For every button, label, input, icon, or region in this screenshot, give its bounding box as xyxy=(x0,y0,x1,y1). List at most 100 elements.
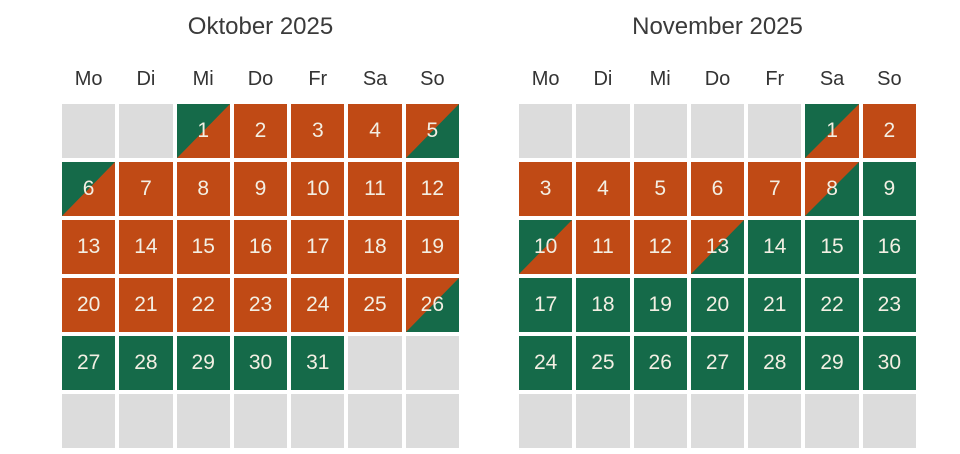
day-cell-3[interactable]: 3 xyxy=(519,162,573,216)
day-cell-17[interactable]: 17 xyxy=(291,220,345,274)
empty-cell xyxy=(291,394,345,448)
day-cell-24[interactable]: 24 xyxy=(291,278,345,332)
weekday-label-sa: Sa xyxy=(819,68,845,90)
day-cell-22[interactable]: 22 xyxy=(176,278,230,332)
day-cell-29[interactable]: 29 xyxy=(176,336,230,390)
empty-cell xyxy=(805,394,859,448)
day-cell-21[interactable]: 21 xyxy=(748,278,802,332)
calendar-grid: 1 2 3 4 5 6 7 8 9 10 11 12 13 14 15 16 17 18 19 20 21 22 23 24 2… xyxy=(519,104,916,448)
day-cell-19[interactable]: 19 xyxy=(633,278,687,332)
day-cell-13[interactable]: 13 xyxy=(690,220,745,274)
weekday-label-do: Do xyxy=(704,68,731,90)
day-cell-4[interactable]: 4 xyxy=(348,104,402,158)
day-cell-7[interactable]: 7 xyxy=(119,162,173,216)
weekday-label-mi: Mi xyxy=(649,68,671,90)
day-cell-3[interactable]: 3 xyxy=(291,104,345,158)
calendar-title: November 2025 xyxy=(632,13,803,40)
day-cell-15[interactable]: 15 xyxy=(805,220,859,274)
empty-cell xyxy=(576,394,630,448)
day-cell-14[interactable]: 14 xyxy=(119,220,173,274)
day-cell-27[interactable]: 27 xyxy=(690,336,745,390)
day-cell-25[interactable]: 25 xyxy=(576,336,630,390)
empty-cell xyxy=(690,104,745,158)
day-cell-23[interactable]: 23 xyxy=(233,278,288,332)
day-cell-16[interactable]: 16 xyxy=(233,220,288,274)
day-cell-7[interactable]: 7 xyxy=(748,162,802,216)
day-cell-8[interactable]: 8 xyxy=(176,162,230,216)
empty-cell xyxy=(748,104,802,158)
weekday-label-sa: Sa xyxy=(362,68,388,90)
day-cell-9[interactable]: 9 xyxy=(862,162,916,216)
empty-cell xyxy=(233,394,288,448)
calendar-title: Oktober 2025 xyxy=(187,13,334,40)
empty-cell xyxy=(348,336,402,390)
day-cell-30[interactable]: 30 xyxy=(862,336,916,390)
day-cell-23[interactable]: 23 xyxy=(862,278,916,332)
weekday-label-so: So xyxy=(877,68,902,90)
day-cell-9[interactable]: 9 xyxy=(233,162,288,216)
calendar-grid: 1 2 3 4 5 6 7 8 9 10 11 12 13 14 15 16 17 18 19 20 21 22 23 24 2… xyxy=(62,104,459,448)
day-cell-26[interactable]: 26 xyxy=(405,278,459,332)
empty-cell xyxy=(348,394,402,448)
day-cell-8[interactable]: 8 xyxy=(805,162,859,216)
weekday-label-di: Di xyxy=(593,68,613,90)
empty-cell xyxy=(633,104,687,158)
weekday-label-so: So xyxy=(420,68,445,90)
day-cell-13[interactable]: 13 xyxy=(62,220,116,274)
day-cell-25[interactable]: 25 xyxy=(348,278,402,332)
day-cell-11[interactable]: 11 xyxy=(348,162,402,216)
day-cell-5[interactable]: 5 xyxy=(633,162,687,216)
weekday-label-fr: Fr xyxy=(308,68,328,90)
day-cell-27[interactable]: 27 xyxy=(62,336,116,390)
day-cell-19[interactable]: 19 xyxy=(405,220,459,274)
empty-cell xyxy=(405,394,459,448)
day-cell-24[interactable]: 24 xyxy=(519,336,573,390)
day-cell-1[interactable]: 1 xyxy=(805,104,859,158)
empty-cell xyxy=(862,394,916,448)
day-cell-12[interactable]: 12 xyxy=(633,220,687,274)
empty-cell xyxy=(405,336,459,390)
day-cell-14[interactable]: 14 xyxy=(748,220,802,274)
day-cell-21[interactable]: 21 xyxy=(119,278,173,332)
day-cell-2[interactable]: 2 xyxy=(233,104,288,158)
day-cell-30[interactable]: 30 xyxy=(233,336,288,390)
day-cell-26[interactable]: 26 xyxy=(633,336,687,390)
empty-cell xyxy=(519,394,573,448)
day-cell-11[interactable]: 11 xyxy=(576,220,630,274)
day-cell-5[interactable]: 5 xyxy=(405,104,459,158)
day-cell-18[interactable]: 18 xyxy=(576,278,630,332)
day-cell-18[interactable]: 18 xyxy=(348,220,402,274)
day-cell-28[interactable]: 28 xyxy=(748,336,802,390)
day-cell-1[interactable]: 1 xyxy=(176,104,230,158)
empty-cell xyxy=(62,104,116,158)
empty-cell xyxy=(519,104,573,158)
day-cell-22[interactable]: 22 xyxy=(805,278,859,332)
calendar-october: Oktober 2025 Mo Di Mi Do Fr Sa So 1 2 3 4 5 6 7 8 9 10 1… xyxy=(62,12,459,448)
day-cell-16[interactable]: 16 xyxy=(862,220,916,274)
day-cell-2[interactable]: 2 xyxy=(862,104,916,158)
day-cell-6[interactable]: 6 xyxy=(62,162,116,216)
empty-cell xyxy=(633,394,687,448)
weekday-label-mo: Mo xyxy=(74,68,103,90)
empty-cell xyxy=(119,394,173,448)
calendar-november: November 2025 Mo Di Mi Do Fr Sa So 1 2 3 4 5 6 7 8 9 10… xyxy=(519,12,916,448)
empty-cell xyxy=(690,394,745,448)
day-cell-29[interactable]: 29 xyxy=(805,336,859,390)
day-cell-28[interactable]: 28 xyxy=(119,336,173,390)
day-cell-31[interactable]: 31 xyxy=(291,336,345,390)
day-cell-6[interactable]: 6 xyxy=(690,162,745,216)
weekday-label-di: Di xyxy=(136,68,156,90)
day-cell-10[interactable]: 10 xyxy=(291,162,345,216)
day-cell-4[interactable]: 4 xyxy=(576,162,630,216)
day-cell-17[interactable]: 17 xyxy=(519,278,573,332)
day-cell-20[interactable]: 20 xyxy=(690,278,745,332)
weekday-label-do: Do xyxy=(247,68,274,90)
day-cell-20[interactable]: 20 xyxy=(62,278,116,332)
empty-cell xyxy=(62,394,116,448)
weekday-label-mo: Mo xyxy=(531,68,560,90)
day-cell-15[interactable]: 15 xyxy=(176,220,230,274)
day-cell-10[interactable]: 10 xyxy=(519,220,573,274)
empty-cell xyxy=(119,104,173,158)
day-cell-12[interactable]: 12 xyxy=(405,162,459,216)
